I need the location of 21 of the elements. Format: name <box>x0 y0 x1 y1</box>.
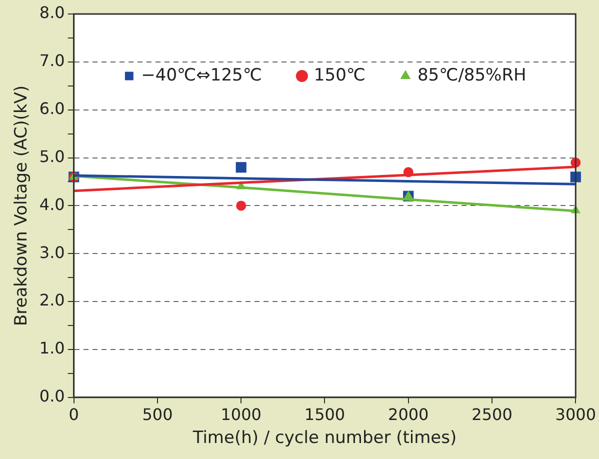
y-axis-title: Breakdown Voltage (AC)(kV) <box>12 85 32 326</box>
legend-label: 150℃ <box>314 65 366 86</box>
y-tick-label: 7.0 <box>39 51 65 70</box>
legend-label: −40℃⇔125℃ <box>141 65 262 86</box>
x-tick-label: 1000 <box>220 405 262 424</box>
y-tick-label: 0.0 <box>39 386 65 406</box>
y-tick-label: 8.0 <box>39 3 65 22</box>
legend-label: 85℃/85%RH <box>417 65 526 86</box>
x-tick-label: 0 <box>68 405 79 424</box>
y-tick-label: 1.0 <box>39 338 65 358</box>
x-tick-label: 1500 <box>304 405 346 424</box>
y-tick-label: 4.0 <box>39 194 65 214</box>
x-tick-label: 2500 <box>472 405 512 424</box>
y-tick-label: 2.0 <box>39 290 65 310</box>
x-tick-label: 2000 <box>388 405 429 424</box>
y-tick-label: 6.0 <box>39 99 65 118</box>
x-tick-label: 500 <box>142 405 173 424</box>
y-tick-label: 3.0 <box>39 242 65 262</box>
x-axis-title: Time(h) / cycle number (times) <box>192 428 457 448</box>
y-tick-label: 5.0 <box>39 146 65 166</box>
x-tick-label: 3000 <box>555 405 596 424</box>
